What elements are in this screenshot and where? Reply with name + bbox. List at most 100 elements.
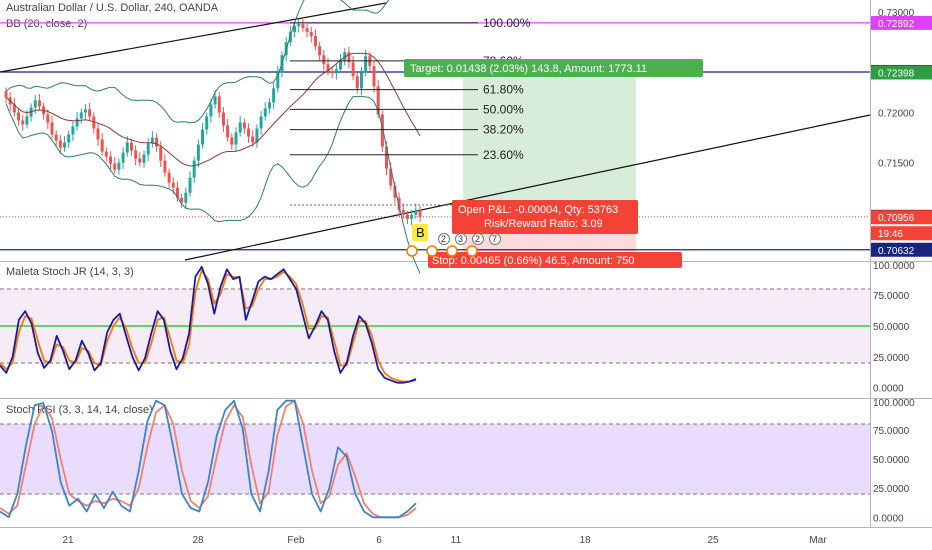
price-axis-tick: 0.72000 xyxy=(878,108,915,119)
stoch-axis-tick: 100.0000 xyxy=(873,261,915,272)
candle-body xyxy=(359,72,363,89)
candle-body xyxy=(75,118,79,127)
candle-body xyxy=(71,126,75,135)
price-axis-badge-label: 19:46 xyxy=(878,229,903,240)
price-axis-badge-label: 0.72892 xyxy=(878,19,915,30)
candle-body xyxy=(351,62,355,77)
fib-level-label: 100.00% xyxy=(483,16,531,30)
lower-trend-line xyxy=(184,114,871,261)
candle-body xyxy=(418,209,422,217)
candle-body xyxy=(121,152,125,163)
candle-body xyxy=(163,160,167,173)
event-marker xyxy=(472,233,484,245)
price-axis-tick: 0.73000 xyxy=(878,8,915,19)
candle-body xyxy=(242,122,246,129)
price-axis-badge-label: 0.72398 xyxy=(878,68,915,79)
candle-body xyxy=(196,144,200,161)
candle-body xyxy=(334,69,338,74)
time-axis-tick: 18 xyxy=(579,535,591,546)
flag-marker xyxy=(466,245,478,257)
candle-body xyxy=(159,146,163,161)
candle-body xyxy=(234,132,238,145)
time-axis-tick: 28 xyxy=(192,535,204,546)
candle-body xyxy=(54,134,58,141)
target-zone xyxy=(463,72,636,217)
price-axis-badge xyxy=(871,15,932,30)
candle-body xyxy=(142,154,146,163)
candle-body xyxy=(25,116,29,125)
rsi-axis-tick: 50.0000 xyxy=(873,455,910,466)
candle-body xyxy=(414,209,418,215)
candle-body xyxy=(313,36,317,47)
open-pl-label: Open P&L: -0.00004, Qty: 53763 xyxy=(458,204,618,216)
candle-body xyxy=(205,116,209,130)
event-marker-label: 2 xyxy=(475,234,480,244)
upper-trend-line xyxy=(0,2,387,73)
candle-body xyxy=(150,137,154,144)
event-marker xyxy=(489,233,501,245)
flag-marker xyxy=(446,245,458,257)
candle-body xyxy=(355,76,359,89)
candle-body xyxy=(180,197,184,203)
candle-body xyxy=(117,162,121,170)
price-axis-badge xyxy=(871,226,932,241)
candle-body xyxy=(267,102,271,109)
fib-level-label: 23.60% xyxy=(483,148,524,162)
b-marker-box xyxy=(412,224,428,241)
candle-body xyxy=(251,136,255,143)
event-marker-label: 2 xyxy=(441,234,446,244)
candle-body xyxy=(393,185,397,198)
candle-body xyxy=(79,112,83,119)
candle-body xyxy=(389,168,393,186)
stoch-axis-tick: 25.0000 xyxy=(873,353,910,364)
candle-body xyxy=(201,129,205,145)
candle-body xyxy=(113,163,117,170)
candle-body xyxy=(100,139,104,152)
candle-body xyxy=(309,32,313,37)
candle-body xyxy=(209,104,213,117)
candle-body xyxy=(125,142,129,153)
flag-marker xyxy=(406,245,418,257)
flag-marker xyxy=(426,245,438,257)
fib-level-label: 38.20% xyxy=(483,123,524,137)
candle-body xyxy=(372,66,376,87)
candle-body xyxy=(104,151,108,157)
candle-body xyxy=(247,128,251,137)
rsi-band-fill xyxy=(0,424,870,494)
stop-label: Stop: 0.00465 (0.66%) 46.5, Amount: 750 xyxy=(432,255,634,267)
candle-body xyxy=(12,104,16,113)
candle-body xyxy=(21,120,25,125)
candle-body xyxy=(88,109,92,117)
price-axis-tick: 0.71500 xyxy=(878,159,915,170)
event-marker-label: 7 xyxy=(492,234,497,244)
fib-level-label: 61.80% xyxy=(483,83,524,97)
candle-body xyxy=(410,214,414,219)
time-axis-tick: 11 xyxy=(451,535,462,546)
event-marker-label: 3 xyxy=(458,234,463,244)
stoch-axis-tick: 0.0000 xyxy=(873,384,904,395)
stoch-rsi-d-line xyxy=(0,399,417,519)
candle-body xyxy=(129,142,133,151)
candle-body xyxy=(4,91,8,98)
bb-basis-line xyxy=(5,52,421,167)
target-label: Target: 0.01438 (2.03%) 143.8, Amount: 1… xyxy=(410,63,647,75)
candle-body xyxy=(67,134,71,143)
candle-body xyxy=(217,96,221,113)
candle-body xyxy=(385,146,389,169)
candle-body xyxy=(405,214,409,219)
price-axis-badge-label: 0.70956 xyxy=(878,213,915,224)
candle-body xyxy=(380,114,384,147)
candle-body xyxy=(305,28,309,33)
candle-body xyxy=(109,156,113,164)
bb-upper-band xyxy=(5,0,390,124)
candle-body xyxy=(255,128,259,143)
target-label-box xyxy=(404,59,703,77)
price-axis-badge xyxy=(871,65,932,80)
rsi-axis-tick: 100.0000 xyxy=(873,398,915,409)
candle-body xyxy=(213,96,217,105)
candle-body xyxy=(401,209,405,215)
candle-body xyxy=(276,72,280,89)
time-axis-tick: 25 xyxy=(707,535,719,546)
pl-label-box xyxy=(452,200,638,234)
